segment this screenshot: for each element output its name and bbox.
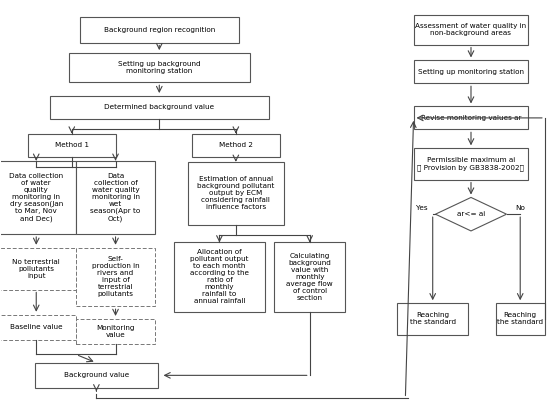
Text: Calculating
background
value with
monthly
average flow
of control
section: Calculating background value with monthl… [287, 253, 333, 301]
Bar [274, 242, 345, 312]
Bar [414, 148, 529, 180]
Bar [76, 161, 155, 234]
Bar [28, 134, 116, 157]
Bar [192, 134, 279, 157]
Bar [414, 60, 529, 84]
Text: Baseline value: Baseline value [10, 324, 63, 330]
Text: Method 2: Method 2 [219, 142, 253, 148]
Bar [397, 303, 468, 335]
Text: No: No [515, 205, 525, 211]
Bar [414, 106, 529, 129]
Bar [69, 53, 250, 82]
Bar [188, 162, 284, 225]
Bar [76, 248, 155, 306]
Text: Data
collection of
water quality
monitoring in
wet
season(Apr to
Oct): Data collection of water quality monitor… [90, 173, 141, 222]
Bar [76, 319, 155, 344]
Text: Allocation of
pollutant output
to each month
according to the
ratio of
monthly
r: Allocation of pollutant output to each m… [190, 249, 249, 304]
Text: Monitoring
value: Monitoring value [96, 325, 135, 338]
Bar [174, 242, 265, 312]
Text: Revise monitoring values ar: Revise monitoring values ar [421, 115, 521, 121]
Bar [0, 248, 76, 289]
Bar [0, 315, 76, 340]
Text: Self-
production in
rivers and
input of
terrestrial
pollutants: Self- production in rivers and input of … [92, 257, 139, 297]
Bar [50, 96, 268, 119]
Text: Reaching
the standard: Reaching the standard [497, 312, 543, 326]
Bar [35, 363, 158, 388]
Bar [496, 303, 545, 335]
Text: Determined background value: Determined background value [104, 105, 214, 110]
Text: Yes: Yes [416, 205, 427, 211]
Text: Reaching
the standard: Reaching the standard [410, 312, 456, 326]
Text: Background region recognition: Background region recognition [103, 27, 215, 33]
Text: No terrestrial
pollutants
input: No terrestrial pollutants input [12, 259, 60, 278]
Text: Data collection
of water
quality
monitoring in
dry season(Jan
to Mar, Nov
and De: Data collection of water quality monitor… [9, 173, 63, 222]
Text: ar<= ai: ar<= ai [457, 211, 485, 217]
Text: Assessment of water quality in
non-background areas: Assessment of water quality in non-backg… [415, 24, 526, 37]
Text: Setting up monitoring station: Setting up monitoring station [418, 69, 524, 75]
Text: Method 1: Method 1 [55, 142, 89, 148]
Text: Background value: Background value [64, 373, 129, 378]
Bar [80, 18, 239, 42]
Bar [414, 16, 529, 45]
Text: Estimation of annual
background pollutant
output by ECM
considering rainfall
inf: Estimation of annual background pollutan… [197, 176, 274, 210]
Bar [0, 161, 76, 234]
Text: Permissible maximum ai
（ Provision by GB3838-2002）: Permissible maximum ai （ Provision by GB… [417, 157, 525, 171]
Text: Setting up background
monitoring station: Setting up background monitoring station [118, 61, 201, 74]
